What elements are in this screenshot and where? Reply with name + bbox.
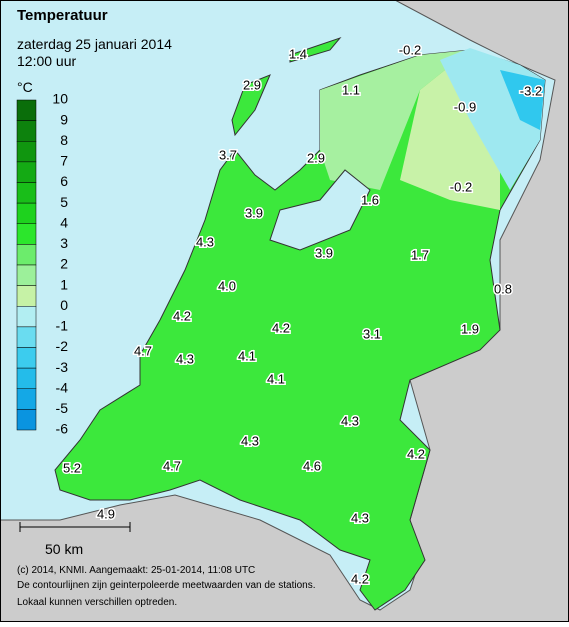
legend-tick-label: 6 [60,173,68,189]
title: Temperatuur [17,7,108,24]
footer-line: De contourlijnen zijn geinterpoleerde me… [17,580,316,591]
netherlands [54,49,546,611]
station-value: 5.2 [63,460,81,475]
station-value: 4.3 [176,351,194,366]
station-value: 0.8 [494,281,512,296]
station-value: -0.2 [450,179,472,194]
legend-tick-label: 5 [60,194,68,210]
station-value: 3.7 [219,147,237,162]
station-value: 4.2 [173,308,191,323]
islands [231,36,342,137]
legend-tick-label: -2 [56,338,69,354]
time: 12:00 uur [17,53,76,69]
legend-tick-label: 7 [60,153,68,169]
station-value: 4.9 [97,506,115,521]
legend-tick-label: -1 [56,318,69,334]
legend-swatch [16,244,37,266]
station-value: 4.6 [303,458,321,473]
legend-tick-label: 10 [52,91,68,107]
legend-swatch [16,409,37,431]
station-value: 4.7 [134,343,152,358]
station-value: 4.2 [351,571,369,586]
legend-swatch [16,388,37,410]
station-value: 3.1 [363,326,381,341]
legend-swatch [16,182,37,204]
station-value: 2.9 [243,77,261,92]
station-value: -0.9 [454,99,476,114]
legend-tick-label: -3 [56,359,69,375]
station-value: 3.9 [245,205,263,220]
station-value: 4.7 [163,458,181,473]
legend-swatch [16,347,37,369]
legend-swatch [16,141,37,163]
legend-tick-label: 1 [60,276,68,292]
station-value: 1.6 [361,192,379,207]
zone-1-2 [320,50,470,190]
legend-swatch [16,285,37,307]
station-value: 4.3 [241,433,259,448]
legend-tick-label: -5 [56,400,69,416]
legend-tick-label: 2 [60,256,68,272]
legend-swatch [16,202,37,224]
station-value: 4.3 [196,234,214,249]
date: zaterdag 25 januari 2014 [17,36,172,52]
legend-swatch [16,223,37,245]
station-value: 3.9 [315,245,333,260]
station-value: 1.9 [461,321,479,336]
legend-tick-label: 0 [60,297,68,313]
station-value: 4.2 [272,320,290,335]
legend-tick-label: -4 [56,379,69,395]
station-value: 4.1 [238,348,256,363]
legend-swatch [16,367,37,389]
station-value: 1.1 [342,82,360,97]
legend-tick-label: 9 [60,111,68,127]
legend-swatch [16,161,37,183]
legend-tick-label: 8 [60,132,68,148]
station-value: 4.0 [218,278,236,293]
footer-line: Lokaal kunnen verschillen optreden. [17,597,177,608]
station-value: -3.2 [520,83,542,98]
legend-swatch [16,264,37,286]
legend-swatch [16,326,37,348]
station-value: 1.7 [411,247,429,262]
station-value: 4.3 [341,413,359,428]
station-value: -0.2 [399,42,421,57]
station-value: 1.4 [289,46,307,61]
footer-line: (c) 2014, KNMI. Aangemaakt: 25-01-2014, … [17,565,255,576]
station-value: 4.3 [351,510,369,525]
legend-tick-label: 4 [60,214,68,230]
legend-swatch [16,99,37,121]
station-value: 4.1 [267,371,285,386]
ijsselmeer [269,169,371,251]
stations: 1.4 -0.2 2.9 1.1 -0.9 -3.2 3.7 2.9 -0.2 1.6 3.9 4.3… [61,41,543,588]
legend-tick-label: -6 [56,421,69,437]
legend-swatch [16,306,37,328]
legend-swatch [16,120,37,142]
legend-tick-label: 3 [60,235,68,251]
station-value: 4.2 [407,446,425,461]
legend-unit: °C [17,79,33,95]
scale-label: 50 km [45,541,83,557]
station-value: 2.9 [307,150,325,165]
zone-below-minus-2 [500,70,545,130]
